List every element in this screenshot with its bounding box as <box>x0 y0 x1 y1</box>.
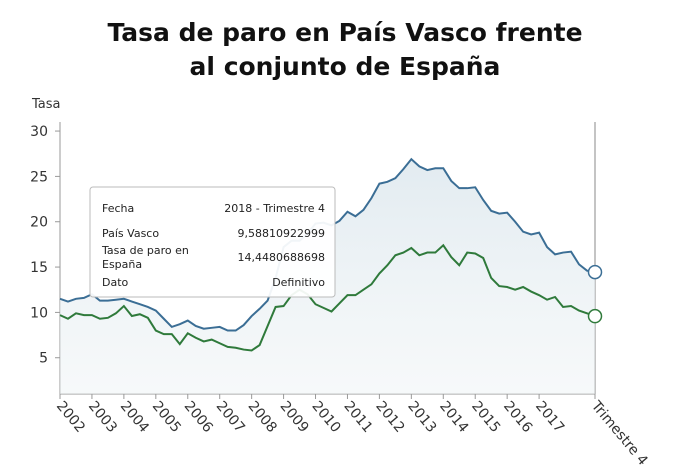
y-tick-label: 20 <box>30 215 48 231</box>
end-marker <box>587 308 603 324</box>
series-line <box>59 243 596 352</box>
tooltip-value: 14,4480688698 <box>238 251 325 264</box>
x-tick-label: 2014 <box>436 398 471 436</box>
x-tick-label: 2007 <box>213 398 248 436</box>
y-tick-label: 25 <box>30 169 48 185</box>
y-axis-label: Tasa <box>31 97 61 112</box>
x-tick-label: 2016 <box>500 398 535 436</box>
tooltip-label: País Vasco <box>102 227 159 240</box>
chart-title: Tasa de paro en País Vasco frente al con… <box>107 18 583 81</box>
end-marker <box>587 264 603 280</box>
x-tick-label: 2003 <box>85 398 120 436</box>
x-tick-label: 2002 <box>53 398 88 436</box>
x-tick-label: 2004 <box>117 398 152 436</box>
x-tick-label: 2017 <box>532 398 567 436</box>
x-tick-label: 2013 <box>404 398 439 436</box>
tooltip: Fecha 2018 - Trimestre 4 País Vasco 9,58810… <box>89 186 336 298</box>
y-tick-label: 5 <box>39 351 48 367</box>
tooltip-label: Fecha <box>102 202 134 215</box>
tooltip-box <box>89 186 336 298</box>
tooltip-label: Tasa de paro en España <box>101 244 189 271</box>
x-tick-label: 2009 <box>277 398 312 436</box>
x-tick-label: 2010 <box>308 398 343 436</box>
x-tick-label: 2006 <box>181 398 216 436</box>
tooltip-value: 2018 - Trimestre 4 <box>224 202 325 215</box>
tooltip-label: Dato <box>102 276 129 289</box>
x-tick-label: Trimestre 4 <box>587 398 650 465</box>
x-tick-label: 2005 <box>149 398 184 436</box>
tooltip-value: 9,58810922999 <box>238 227 325 240</box>
y-tick-label: 15 <box>30 260 48 276</box>
x-tick-label: 2011 <box>340 398 375 436</box>
y-tick-label: 10 <box>30 305 48 321</box>
x-tick-label: 2012 <box>372 398 407 436</box>
tooltip-value: Definitivo <box>272 276 325 289</box>
y-tick-label: 30 <box>30 124 48 140</box>
x-tick-label: 2015 <box>468 398 503 436</box>
x-tick-label: 2008 <box>245 398 280 436</box>
